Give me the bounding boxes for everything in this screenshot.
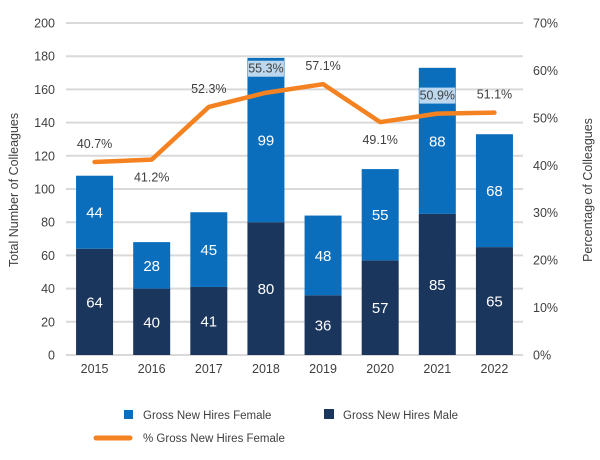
pct-data-label: 41.2% — [134, 171, 169, 185]
data-labels: 64 44 40 28 41 45 80 99 36 48 57 55 85 88 65 68 40.7% 41.… — [77, 59, 512, 334]
bar-label-male: 57 — [372, 300, 389, 317]
pct-data-label: 55.3% — [248, 62, 283, 76]
y-tick-label-left: 40 — [41, 282, 55, 296]
legend-swatch-male — [324, 409, 334, 419]
bar-male — [133, 288, 171, 355]
y-tick-label-left: 20 — [41, 315, 55, 329]
x-tick-label: 2021 — [423, 362, 451, 376]
bar-label-female: 99 — [258, 133, 275, 150]
y-tick-label-left: 140 — [34, 116, 55, 130]
bar-label-female: 68 — [486, 183, 503, 200]
x-tick-label: 2020 — [366, 362, 394, 376]
y-axis-right: 0% 10% 20% 30% 40% 50% 60% 70% — [533, 17, 558, 363]
y-tick-label-right: 0% — [533, 349, 551, 363]
series-line-pct-female — [92, 81, 497, 165]
y-tick-label-left: 100 — [34, 183, 55, 197]
y-tick-label-right: 10% — [533, 301, 558, 315]
y-tick-label-left: 0 — [48, 349, 55, 363]
bar-label-male: 85 — [429, 277, 446, 294]
bar-male — [475, 247, 513, 355]
bar-male — [418, 213, 456, 355]
bar-label-female: 28 — [143, 258, 160, 275]
bar-male — [247, 222, 285, 355]
bar-label-male: 36 — [315, 318, 332, 335]
bar-label-female: 48 — [315, 248, 332, 265]
bar-label-male: 65 — [486, 294, 503, 311]
x-axis: 2015 2016 2017 2018 2019 2020 2021 2022 — [81, 362, 509, 376]
legend: Gross New Hires Female Gross New Hires Ma… — [93, 409, 458, 445]
pct-label-highlight — [419, 87, 456, 104]
bars — [76, 57, 513, 355]
bar-label-male: 80 — [258, 281, 275, 298]
y-axis-left: 0 20 40 60 80 100 120 140 160 180 200 — [34, 17, 55, 363]
bar-female — [361, 169, 399, 261]
pct-data-label: 49.1% — [362, 133, 397, 147]
bar-label-male: 64 — [86, 294, 103, 311]
y-tick-label-right: 50% — [533, 111, 558, 125]
y-tick-label-left: 200 — [34, 17, 55, 31]
bar-label-female: 55 — [372, 207, 389, 224]
bar-female — [475, 134, 513, 248]
y-tick-label-right: 70% — [533, 17, 558, 31]
y-tick-label-right: 30% — [533, 206, 558, 220]
bar-female — [133, 242, 171, 289]
bar-female — [247, 57, 285, 223]
legend-label-male: Gross New Hires Male — [343, 410, 458, 422]
bar-male — [76, 248, 114, 355]
bar-label-female: 45 — [200, 242, 217, 259]
y-tick-label-left: 60 — [41, 249, 55, 263]
pct-data-label: 57.1% — [305, 59, 340, 73]
x-tick-label: 2016 — [138, 362, 166, 376]
x-tick-label: 2015 — [81, 362, 109, 376]
pct-data-label: 40.7% — [77, 137, 112, 151]
bar-label-female: 88 — [429, 133, 446, 150]
bar-label-female: 44 — [86, 205, 103, 222]
legend-swatch-female — [124, 410, 133, 419]
bar-male — [190, 286, 228, 355]
x-tick-label: 2022 — [481, 362, 509, 376]
y-axis-left-title: Total Number of Colleagues — [7, 113, 21, 267]
x-tick-label: 2018 — [252, 362, 280, 376]
pct-data-label: 50.9% — [420, 89, 455, 103]
x-tick-label: 2019 — [309, 362, 337, 376]
pct-label-highlight — [247, 60, 284, 77]
x-tick-label: 2017 — [195, 362, 223, 376]
y-tick-label-right: 40% — [533, 159, 558, 173]
y-tick-label-left: 180 — [34, 50, 55, 64]
bar-female — [190, 212, 228, 287]
legend-label-pct-female: % Gross New Hires Female — [143, 433, 285, 445]
bar-label-male: 41 — [200, 313, 217, 330]
bar-male — [304, 295, 342, 355]
y-axis-right-title: Percentage of Colleagues — [581, 118, 595, 262]
y-tick-label-left: 80 — [41, 216, 55, 230]
percentage-line — [92, 81, 497, 165]
bar-label-male: 40 — [143, 314, 160, 331]
y-tick-label-left: 160 — [34, 83, 55, 97]
pct-data-label: 51.1% — [477, 88, 512, 102]
y-tick-label-left: 120 — [34, 149, 55, 163]
pct-data-label: 52.3% — [191, 82, 226, 96]
y-tick-label-right: 60% — [533, 64, 558, 78]
legend-label-female: Gross New Hires Female — [143, 410, 271, 422]
bar-female — [76, 175, 114, 249]
y-tick-label-right: 20% — [533, 254, 558, 268]
bar-male — [361, 260, 399, 355]
bar-female — [304, 215, 342, 296]
